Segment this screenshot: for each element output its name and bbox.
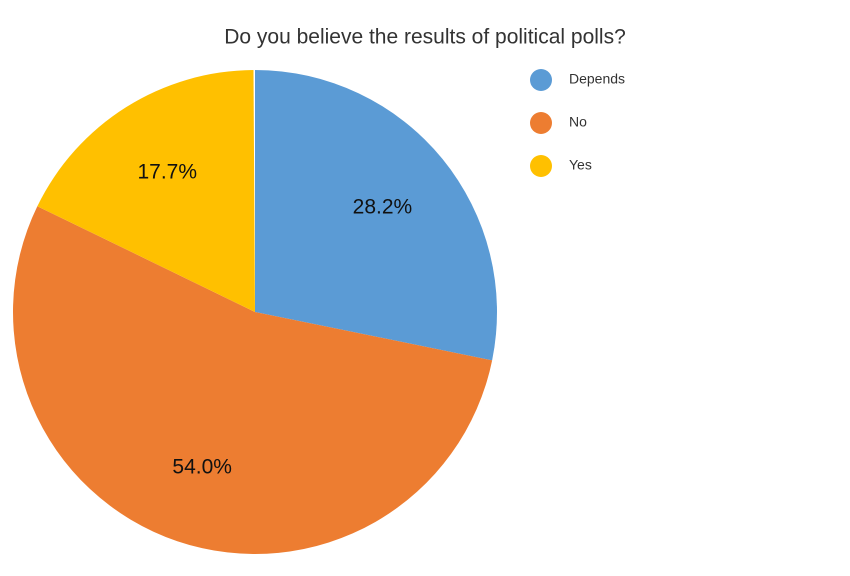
pie-slice bbox=[37, 70, 255, 312]
data-label: 28.2% bbox=[353, 195, 413, 218]
legend-marker bbox=[530, 69, 552, 91]
pie-slice bbox=[12, 206, 493, 555]
data-label: 17.7% bbox=[137, 160, 197, 183]
pie-slice bbox=[255, 70, 497, 361]
legend-label: No bbox=[569, 114, 587, 130]
legend-marker bbox=[530, 155, 552, 177]
legend-label: Depends bbox=[569, 71, 625, 87]
legend-label: Yes bbox=[569, 157, 592, 173]
data-label: 54.0% bbox=[172, 455, 232, 478]
legend-marker bbox=[530, 112, 552, 134]
chart-title: Do you believe the results of political … bbox=[224, 26, 626, 49]
